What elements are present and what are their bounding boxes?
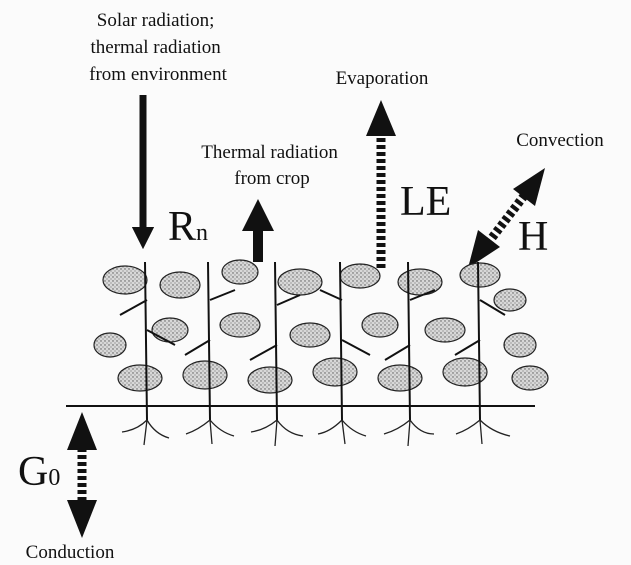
convection-head-up xyxy=(513,168,545,206)
evaporation-arrowhead xyxy=(366,100,396,136)
convection-label: Convection xyxy=(516,130,604,151)
le-symbol: LE xyxy=(400,179,451,225)
crop-thermal-line: Thermal radiation xyxy=(201,142,338,163)
conduction-head-down xyxy=(67,500,97,538)
g0-sub: 0 xyxy=(48,465,60,491)
crop-thermal-label: Thermal radiation from crop xyxy=(201,142,342,189)
conduction-label: Conduction xyxy=(26,542,115,563)
roots xyxy=(121,419,511,447)
convection-head-down xyxy=(468,230,500,268)
solar-line: Solar radiation; xyxy=(97,10,215,31)
solar-label: Solar radiation; thermal radiation from … xyxy=(89,10,227,85)
convection-shaft xyxy=(484,189,531,246)
solar-line: from environment xyxy=(89,64,227,85)
conduction-head-up xyxy=(67,412,97,450)
g0-symbol: G0 xyxy=(18,449,60,495)
h-symbol: H xyxy=(518,214,548,260)
rn-symbol: Rn xyxy=(168,204,208,250)
g0-main: G xyxy=(18,449,48,495)
rn-main: R xyxy=(168,204,196,250)
rn-sub: n xyxy=(196,220,208,246)
crop xyxy=(93,259,549,447)
crop-thermal-line: from crop xyxy=(234,168,309,189)
evaporation-label: Evaporation xyxy=(336,68,429,89)
solar-line: thermal radiation xyxy=(90,37,221,58)
